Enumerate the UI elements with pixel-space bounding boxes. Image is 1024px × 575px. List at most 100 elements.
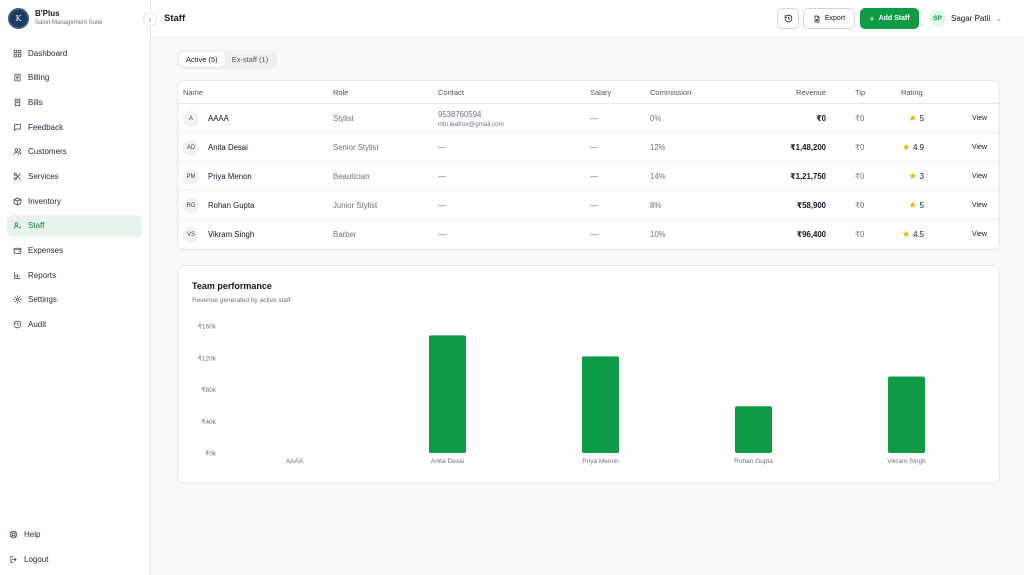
user-name: Sagar Patil [951, 14, 991, 23]
brand[interactable]: K B'Plus Salon Management Suite [8, 8, 102, 29]
x-tick-label: Anita Desai [431, 458, 464, 465]
bar-vikram-singh[interactable] [888, 376, 925, 453]
view-button[interactable]: View [972, 144, 988, 151]
staff-salary: — [590, 172, 598, 181]
staff-rating: ★ 5 [909, 113, 924, 124]
view-button[interactable]: View [972, 231, 988, 238]
sidebar-item-dashboard[interactable]: Dashboard [7, 42, 142, 64]
rating-value: 5 [919, 201, 924, 210]
staff-icon [13, 221, 22, 230]
staff-salary: — [590, 114, 598, 123]
y-tick-label: ₹120k [198, 354, 217, 362]
bar-anita-desai[interactable] [429, 335, 466, 453]
table-row[interactable]: AD Anita Desai Senior Stylist — — 12% ₹1,48,20… [178, 133, 999, 162]
staff-revenue: ₹96,400 [796, 230, 826, 239]
star-icon: ★ [902, 229, 911, 239]
view-button[interactable]: View [972, 173, 988, 180]
staff-salary: — [590, 230, 598, 239]
sidebar-item-label: Reports [28, 270, 57, 280]
sidebar-bottom-nav: Help Logout [7, 523, 142, 573]
file-icon [814, 15, 820, 22]
sidebar-item-billing[interactable]: Billing [7, 67, 142, 89]
top-header: Staff Export + Add Staff SP Sagar Patil … [151, 0, 1024, 38]
bar-priya-menon[interactable] [582, 356, 619, 453]
column-header-tip: Tip [855, 88, 866, 97]
staff-tabs: Active (5) Ex-staff (1) [177, 50, 278, 69]
tab-active[interactable]: Active (5) [179, 52, 225, 67]
bar-rohan-gupta[interactable] [735, 406, 772, 453]
history-button[interactable] [777, 8, 799, 29]
gear-icon [13, 295, 22, 304]
history-icon [784, 14, 792, 23]
view-button[interactable]: View [972, 115, 988, 122]
sidebar-item-label: Expenses [28, 246, 64, 255]
table-row[interactable]: VS Vikram Singh Barber — — 10% ₹96,400 ₹0 ★ 4.5 Vi… [178, 220, 999, 249]
sidebar-item-expenses[interactable]: Expenses [7, 240, 142, 262]
star-icon: ★ [908, 200, 917, 210]
sidebar-item-services[interactable]: Services [7, 165, 142, 187]
chart-title: Team performance [192, 281, 272, 291]
staff-revenue: ₹1,48,200 [790, 143, 826, 152]
sidebar-item-audit[interactable]: Audit [7, 314, 142, 336]
sidebar-item-customers[interactable]: Customers [7, 141, 142, 163]
staff-commission: 12% [650, 143, 666, 152]
logout-icon [9, 555, 18, 564]
export-button[interactable]: Export [803, 8, 855, 29]
staff-commission: 14% [650, 172, 666, 181]
table-row[interactable]: PM Priya Menon Beautician — — 14% ₹1,21,750 ₹0 ★… [178, 162, 999, 191]
staff-contact: — [438, 201, 446, 210]
collapse-sidebar-button[interactable]: ‹ [143, 12, 157, 26]
sidebar-item-label: Customers [28, 147, 67, 157]
brand-subtitle: Salon Management Suite [35, 20, 103, 26]
sidebar-item-label: Feedback [28, 122, 64, 132]
billing-icon [13, 73, 22, 82]
column-header-revenue: Revenue [795, 88, 826, 97]
y-tick-label: ₹160k [198, 323, 217, 331]
sidebar-item-label: Staff [28, 221, 45, 231]
table-row[interactable]: RG Rohan Gupta Junior Stylist — — 8% ₹58,900 ₹0… [178, 191, 999, 220]
staff-revenue: ₹0 [816, 114, 826, 123]
sidebar-item-help[interactable]: Help [7, 523, 142, 545]
sidebar-item-feedback[interactable]: Feedback [7, 116, 142, 138]
page-title: Staff [164, 13, 186, 24]
column-header-contact: Contact [438, 88, 464, 97]
sidebar-item-staff[interactable]: Staff [7, 214, 142, 237]
user-menu[interactable]: SP Sagar Patil ⌄ [929, 10, 1002, 27]
avatar: PM [183, 169, 199, 185]
sidebar-item-label: Logout [24, 554, 49, 564]
chart-subtitle: Revenue generated by active staff [192, 297, 291, 304]
sidebar-item-reports[interactable]: Reports [7, 264, 142, 286]
view-button[interactable]: View [972, 202, 988, 209]
wallet-icon [13, 246, 22, 255]
sidebar-nav: Dashboard Billing Bills Feedback Customers Se… [7, 42, 142, 338]
table-header: Name Role Contact Salary Commission Revenue Ti… [178, 81, 999, 104]
staff-rating: ★ 3 [909, 171, 924, 182]
sidebar-item-logout[interactable]: Logout [7, 548, 142, 570]
sidebar-item-settings[interactable]: Settings [7, 289, 142, 311]
staff-contact: — [438, 230, 446, 239]
staff-tip: ₹0 [855, 143, 865, 152]
staff-role: Stylist [333, 114, 354, 123]
sidebar-item-bills[interactable]: Bills [7, 91, 142, 113]
table-row[interactable]: A AAAA Stylist 9538760594 info.leafrox@gmail… [178, 104, 999, 133]
sidebar-item-label: Billing [28, 73, 50, 83]
staff-commission: 0% [650, 114, 662, 123]
staff-contact: — [438, 143, 446, 152]
staff-rating: ★ 4.9 [902, 142, 924, 153]
scissors-icon [13, 172, 22, 181]
staff-name: Rohan Gupta [208, 201, 255, 210]
sidebar-item-inventory[interactable]: Inventory [7, 190, 142, 212]
customers-icon [13, 147, 22, 156]
sidebar-item-label: Inventory [28, 196, 61, 206]
rating-value: 3 [919, 172, 924, 181]
avatar: VS [183, 227, 199, 243]
tab-ex-staff[interactable]: Ex-staff (1) [231, 55, 269, 64]
staff-role: Junior Stylist [333, 201, 378, 210]
staff-name: AAAA [208, 114, 229, 123]
sidebar-item-label: Audit [28, 320, 47, 330]
staff-name: Vikram Singh [208, 230, 255, 239]
add-staff-button[interactable]: + Add Staff [860, 8, 919, 29]
sidebar-item-label: Settings [28, 295, 57, 305]
column-header-commission: Commission [650, 88, 692, 97]
avatar: A [183, 111, 199, 127]
